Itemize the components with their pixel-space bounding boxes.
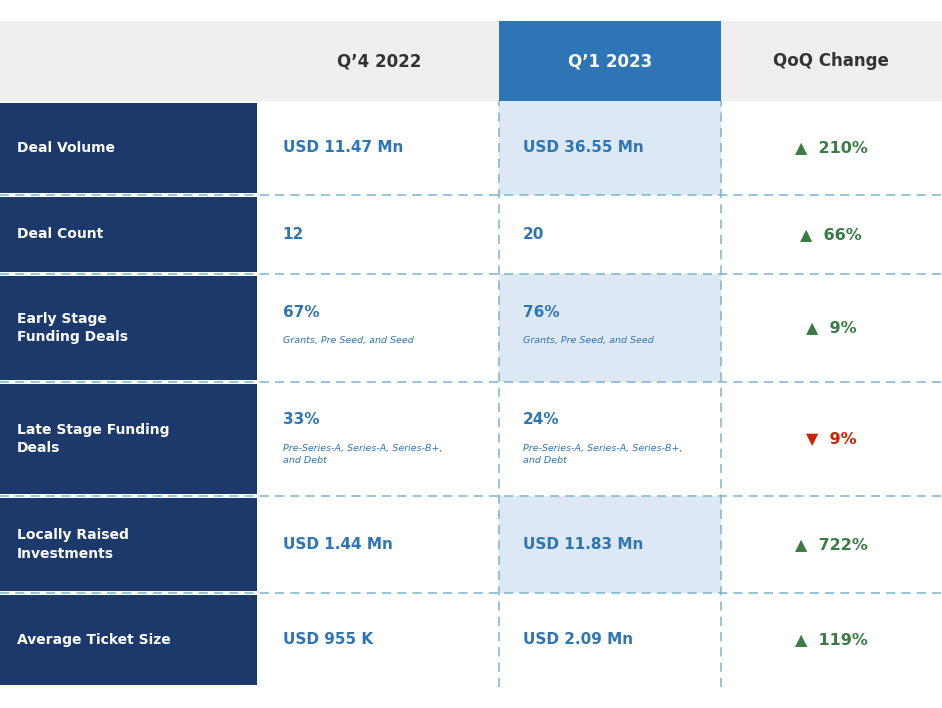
Text: ▲  722%: ▲ 722% — [795, 537, 868, 552]
Text: 76%: 76% — [523, 305, 560, 320]
Bar — [0, 195, 942, 274]
Bar — [0, 384, 257, 494]
Bar — [259, 21, 499, 101]
Bar — [0, 276, 257, 379]
Text: 33%: 33% — [283, 412, 319, 428]
Text: Deal Volume: Deal Volume — [17, 141, 115, 155]
Bar — [499, 21, 721, 101]
Text: Average Ticket Size: Average Ticket Size — [17, 633, 171, 647]
Bar — [499, 101, 721, 195]
Text: QoQ Change: QoQ Change — [773, 52, 889, 70]
Text: Q’1 2023: Q’1 2023 — [568, 52, 652, 70]
Text: ▲  119%: ▲ 119% — [795, 632, 868, 647]
Bar — [0, 101, 942, 195]
Text: ▲  66%: ▲ 66% — [801, 227, 862, 242]
Bar — [0, 382, 942, 496]
Bar — [0, 21, 259, 101]
Text: USD 2.09 Mn: USD 2.09 Mn — [523, 632, 633, 647]
Bar — [0, 274, 942, 382]
Text: USD 11.83 Mn: USD 11.83 Mn — [523, 537, 643, 552]
Text: Deal Count: Deal Count — [17, 227, 104, 241]
Text: ▲  210%: ▲ 210% — [795, 140, 868, 155]
Text: 12: 12 — [283, 227, 304, 242]
Bar — [0, 103, 257, 193]
Text: Q’4 2022: Q’4 2022 — [337, 52, 421, 70]
Bar — [499, 274, 721, 382]
Text: Grants, Pre Seed, and Seed: Grants, Pre Seed, and Seed — [523, 336, 654, 345]
Text: ▲  9%: ▲ 9% — [806, 321, 856, 336]
Text: Late Stage Funding
Deals: Late Stage Funding Deals — [17, 423, 170, 455]
Text: 67%: 67% — [283, 305, 319, 320]
Bar — [0, 595, 257, 685]
Text: USD 955 K: USD 955 K — [283, 632, 373, 647]
Text: Pre-Series-A, Series-A, Series-B+,
and Debt: Pre-Series-A, Series-A, Series-B+, and D… — [283, 445, 442, 464]
Text: USD 1.44 Mn: USD 1.44 Mn — [283, 537, 393, 552]
Text: Locally Raised
Investments: Locally Raised Investments — [17, 528, 129, 561]
Text: USD 36.55 Mn: USD 36.55 Mn — [523, 140, 643, 155]
Text: USD 11.47 Mn: USD 11.47 Mn — [283, 140, 403, 155]
Text: ▼  9%: ▼ 9% — [806, 431, 856, 447]
Text: Grants, Pre Seed, and Seed: Grants, Pre Seed, and Seed — [283, 336, 414, 345]
Bar — [0, 593, 942, 687]
Bar — [721, 21, 942, 101]
Text: Pre-Series-A, Series-A, Series-B+,
and Debt: Pre-Series-A, Series-A, Series-B+, and D… — [523, 445, 682, 464]
Bar — [0, 496, 942, 593]
Bar — [0, 498, 257, 591]
Bar — [499, 496, 721, 593]
Text: Early Stage
Funding Deals: Early Stage Funding Deals — [17, 312, 128, 344]
Text: 20: 20 — [523, 227, 544, 242]
Bar — [0, 197, 257, 273]
Text: 24%: 24% — [523, 412, 560, 428]
